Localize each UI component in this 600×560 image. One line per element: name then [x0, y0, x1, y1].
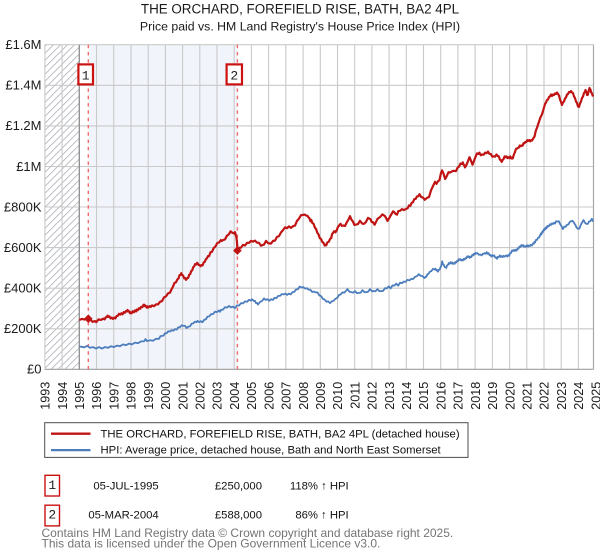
svg-text:2021: 2021	[521, 382, 535, 410]
svg-text:2009: 2009	[314, 382, 328, 410]
svg-text:2010: 2010	[331, 382, 345, 410]
svg-text:2014: 2014	[400, 382, 414, 410]
svg-text:2013: 2013	[383, 382, 397, 410]
svg-text:2011: 2011	[348, 382, 362, 409]
svg-text:2007: 2007	[280, 382, 294, 410]
svg-text:£1.6M: £1.6M	[5, 37, 41, 52]
svg-text:£800K: £800K	[4, 199, 42, 214]
svg-text:THE ORCHARD, FOREFIELD RISE, B: THE ORCHARD, FOREFIELD RISE, BATH, BA2 4…	[141, 2, 459, 17]
svg-text:£200K: £200K	[4, 321, 42, 336]
svg-text:1998: 1998	[125, 382, 139, 410]
svg-text:86% ↑ HPI: 86% ↑ HPI	[295, 510, 348, 522]
svg-text:2000: 2000	[159, 382, 173, 410]
svg-text:1: 1	[82, 68, 90, 83]
svg-text:£0: £0	[27, 362, 41, 377]
svg-text:2: 2	[48, 508, 56, 523]
svg-text:1995: 1995	[73, 382, 87, 410]
svg-text:1999: 1999	[142, 382, 156, 410]
svg-text:1: 1	[48, 478, 56, 493]
svg-text:1993: 1993	[39, 382, 53, 410]
svg-text:2008: 2008	[297, 382, 311, 410]
svg-text:£1M: £1M	[16, 159, 41, 174]
svg-text:£1.2M: £1.2M	[5, 118, 41, 133]
svg-text:£250,000: £250,000	[215, 480, 262, 492]
svg-text:05-MAR-2004: 05-MAR-2004	[88, 510, 158, 522]
svg-text:£588,000: £588,000	[215, 510, 262, 522]
svg-text:This data is licensed under th: This data is licensed under the Open Gov…	[42, 536, 381, 550]
svg-text:2017: 2017	[452, 382, 466, 410]
svg-text:2024: 2024	[572, 382, 586, 410]
svg-text:2023: 2023	[555, 382, 569, 410]
svg-text:2004: 2004	[228, 382, 242, 410]
svg-text:2003: 2003	[211, 382, 225, 410]
svg-text:2025: 2025	[589, 382, 600, 410]
svg-text:2022: 2022	[538, 382, 552, 410]
svg-text:2005: 2005	[245, 382, 259, 410]
svg-text:2: 2	[230, 68, 238, 83]
svg-text:£400K: £400K	[4, 281, 42, 296]
svg-text:2018: 2018	[469, 382, 483, 410]
svg-text:£1.4M: £1.4M	[5, 78, 41, 93]
svg-text:Contains HM Land Registry data: Contains HM Land Registry data © Crown c…	[42, 526, 454, 540]
svg-text:1996: 1996	[90, 382, 104, 410]
svg-text:HPI: Average price, detached h: HPI: Average price, detached house, Bath…	[101, 445, 442, 457]
svg-text:2006: 2006	[262, 382, 276, 410]
svg-text:2015: 2015	[417, 382, 431, 410]
svg-text:2001: 2001	[176, 382, 190, 410]
svg-text:2016: 2016	[434, 382, 448, 410]
svg-text:05-JUL-1995: 05-JUL-1995	[93, 480, 158, 492]
svg-text:£600K: £600K	[4, 240, 42, 255]
svg-text:2012: 2012	[366, 382, 380, 410]
svg-text:2020: 2020	[503, 382, 517, 410]
svg-text:118% ↑ HPI: 118% ↑ HPI	[290, 480, 349, 492]
svg-text:THE ORCHARD, FOREFIELD RISE, B: THE ORCHARD, FOREFIELD RISE, BATH, BA2 4…	[101, 428, 460, 440]
svg-text:2019: 2019	[486, 382, 500, 410]
svg-text:Price paid vs. HM Land Registr: Price paid vs. HM Land Registry's House …	[140, 20, 460, 34]
svg-text:2002: 2002	[194, 382, 208, 410]
svg-text:1994: 1994	[56, 382, 70, 410]
svg-text:1997: 1997	[107, 382, 121, 410]
